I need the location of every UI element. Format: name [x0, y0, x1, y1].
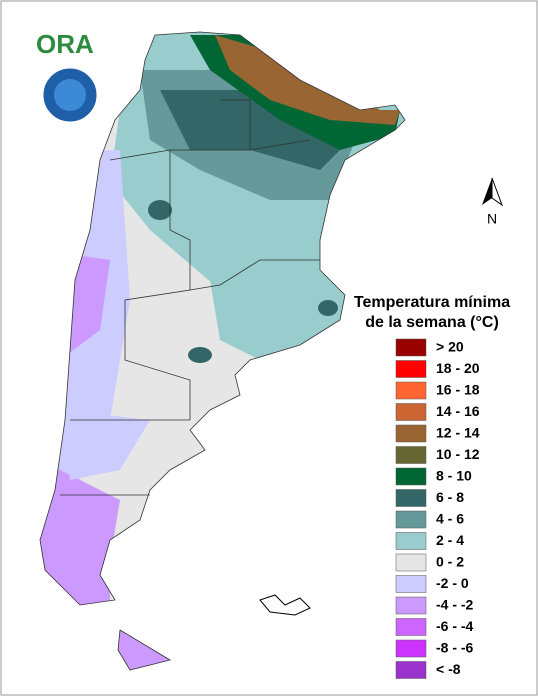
legend-label: 10 - 12 — [436, 446, 480, 462]
legend-swatch — [395, 510, 427, 529]
legend-swatch — [395, 424, 427, 443]
legend-label: 8 - 10 — [436, 468, 472, 484]
province-borders — [39, 31, 406, 671]
legend-label: -2 - 0 — [436, 575, 469, 591]
legend-title: de la semana (°C) — [365, 314, 499, 331]
legend-swatch — [395, 403, 427, 421]
north-arrow — [491, 177, 504, 207]
legend-label: 16 - 18 — [436, 382, 480, 398]
legend-label: -8 - -6 — [436, 640, 474, 656]
legend-swatch — [395, 381, 427, 400]
legend-label: 2 - 4 — [436, 532, 464, 548]
legend-label: 0 - 2 — [436, 554, 464, 570]
legend-label: -6 - -4 — [436, 618, 474, 634]
legend-swatch — [395, 596, 427, 615]
legend-label: 4 - 6 — [436, 511, 464, 527]
legend-swatch — [395, 661, 427, 679]
logo-seal-inner — [54, 79, 86, 111]
legend-label: 12 - 14 — [436, 425, 480, 441]
legend-swatch — [395, 618, 427, 636]
legend-label: 6 - 8 — [436, 489, 464, 505]
legend: Temperatura mínima de la semana (°C) > 2… — [354, 294, 510, 679]
legend-label: > 20 — [436, 339, 464, 355]
legend-swatch — [395, 553, 427, 572]
legend-title: Temperatura mínima — [354, 294, 510, 311]
legend-label: 14 - 16 — [436, 403, 480, 419]
legend-swatch — [395, 446, 427, 464]
legend-label: -4 - -2 — [436, 597, 474, 613]
logo-text: ORA — [36, 29, 94, 59]
islands — [259, 594, 311, 616]
legend-swatch — [395, 489, 427, 507]
north-label: N — [487, 211, 497, 227]
legend-label: < -8 — [436, 661, 461, 677]
legend-swatch — [395, 575, 427, 593]
legend-swatch — [395, 360, 427, 378]
north-arrow — [482, 178, 492, 205]
legend-swatch — [395, 532, 427, 550]
legend-swatch — [395, 467, 427, 486]
legend-swatch — [395, 639, 427, 658]
legend-label: 18 - 20 — [436, 360, 480, 376]
legend-swatch — [395, 338, 427, 357]
